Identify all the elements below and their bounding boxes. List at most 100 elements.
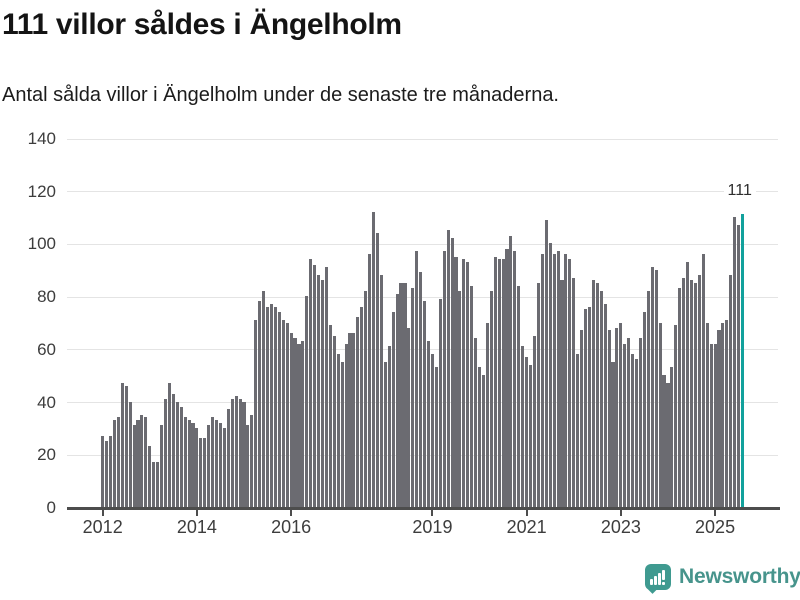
gridline-y-80 xyxy=(67,296,778,298)
bar xyxy=(481,375,486,507)
bar xyxy=(603,304,607,507)
bar xyxy=(709,343,713,507)
bar xyxy=(525,356,529,507)
bar xyxy=(450,238,454,507)
bar xyxy=(693,282,697,507)
bar xyxy=(419,272,423,507)
bar xyxy=(717,330,721,507)
bar xyxy=(269,304,274,507)
bar xyxy=(642,311,646,507)
bar xyxy=(124,385,128,507)
gridline-y-60 xyxy=(67,349,778,351)
bar xyxy=(627,338,631,507)
bar xyxy=(509,235,513,507)
bar xyxy=(262,290,266,507)
bar xyxy=(297,343,301,507)
bar xyxy=(446,230,450,507)
bar xyxy=(438,298,442,507)
x-axis-tick xyxy=(195,510,198,516)
bar xyxy=(281,319,285,507)
bar xyxy=(320,280,325,507)
bar xyxy=(222,427,226,507)
y-tick-label: 60 xyxy=(37,339,56,359)
bar xyxy=(466,261,470,507)
bar xyxy=(658,322,662,507)
bar xyxy=(132,425,136,507)
bar xyxy=(591,280,595,507)
bar xyxy=(344,343,348,507)
bar xyxy=(513,251,517,507)
bar xyxy=(289,333,293,507)
bar xyxy=(560,280,564,507)
bar xyxy=(733,217,737,507)
bar xyxy=(226,409,230,507)
bar xyxy=(521,346,525,507)
bar xyxy=(576,354,580,507)
y-tick-label: 140 xyxy=(27,129,56,148)
bar xyxy=(505,248,509,507)
bar xyxy=(544,219,548,507)
bar xyxy=(293,338,297,507)
bar xyxy=(713,343,717,507)
bar xyxy=(171,393,175,507)
bar xyxy=(238,398,242,507)
gridline-y-140 xyxy=(67,138,778,140)
bar xyxy=(666,383,670,507)
bar xyxy=(540,253,544,507)
x-axis-tick xyxy=(101,510,104,516)
bar xyxy=(105,441,109,507)
bar xyxy=(199,438,203,507)
bar xyxy=(277,311,281,507)
bar xyxy=(234,396,238,507)
bar xyxy=(368,253,372,507)
bar xyxy=(364,290,368,507)
bar xyxy=(348,333,352,507)
bar xyxy=(109,435,113,507)
bar xyxy=(662,375,666,507)
bar xyxy=(101,435,105,507)
x-axis-tick xyxy=(619,510,622,516)
bar xyxy=(167,383,171,507)
brand-footer[interactable]: Newsworthy xyxy=(645,564,800,594)
bar xyxy=(501,259,505,507)
bar xyxy=(552,253,556,507)
bar xyxy=(611,362,615,507)
bar xyxy=(423,301,427,507)
bar xyxy=(564,253,568,507)
x-tick-label: 2023 xyxy=(600,517,641,537)
x-axis-tick xyxy=(714,510,717,516)
bar xyxy=(493,256,497,507)
bar xyxy=(583,309,588,507)
bar xyxy=(250,414,254,507)
bar xyxy=(152,462,156,507)
bar xyxy=(156,462,160,507)
bar xyxy=(580,330,584,507)
bar xyxy=(619,322,623,507)
bar xyxy=(485,322,489,507)
bar xyxy=(607,330,611,507)
gridline-y-120 xyxy=(67,191,778,193)
bar xyxy=(352,333,356,507)
bar xyxy=(258,301,262,507)
bar xyxy=(383,362,387,507)
bar xyxy=(497,259,501,507)
bar xyxy=(572,277,576,507)
bar xyxy=(470,285,474,507)
bar xyxy=(203,438,207,507)
bar xyxy=(399,282,403,507)
bar xyxy=(705,322,709,507)
bar xyxy=(548,243,552,507)
bar xyxy=(340,362,344,507)
bar xyxy=(489,290,493,507)
x-axis-tick xyxy=(290,510,293,516)
bar xyxy=(638,338,643,507)
bar xyxy=(175,401,179,507)
bar xyxy=(729,275,733,507)
bar xyxy=(273,306,277,507)
bar xyxy=(587,306,591,507)
bar xyxy=(442,251,446,507)
bar xyxy=(430,354,434,507)
y-tick-label: 80 xyxy=(37,287,56,307)
bar xyxy=(128,401,132,507)
